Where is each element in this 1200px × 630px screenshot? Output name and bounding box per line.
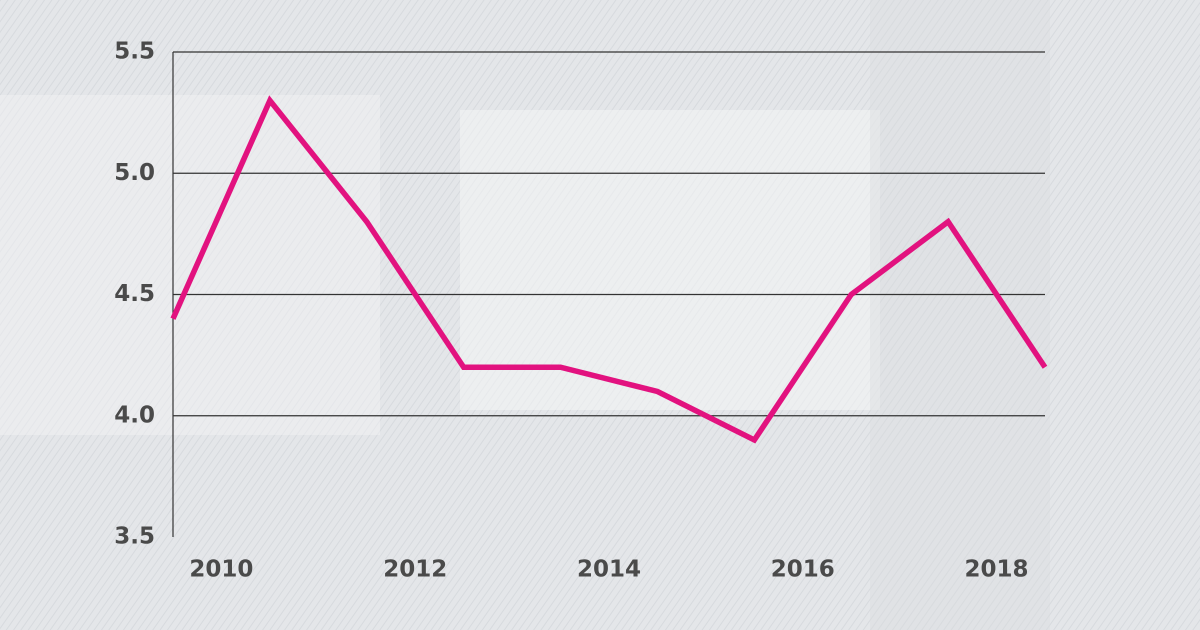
y-tick-label: 4.5 bbox=[114, 281, 155, 307]
background-shape bbox=[0, 95, 380, 435]
y-tick-label: 3.5 bbox=[114, 524, 155, 550]
x-tick-label: 2018 bbox=[965, 557, 1029, 583]
plot: 3.5 4.0 4.5 5.0 5.5 2010 2012 2014 2016 2018 bbox=[114, 39, 1048, 583]
y-tick-label: 5.5 bbox=[114, 39, 155, 65]
data-line bbox=[170, 95, 1048, 444]
background-shape bbox=[870, 0, 1050, 630]
x-tick-label: 2016 bbox=[771, 557, 835, 583]
y-tick-label: 5.0 bbox=[114, 160, 155, 186]
x-tick-label: 2010 bbox=[189, 557, 253, 583]
x-tick-label: 2014 bbox=[577, 557, 641, 583]
y-tick-label: 4.0 bbox=[114, 402, 155, 428]
x-tick-label: 2012 bbox=[383, 557, 447, 583]
